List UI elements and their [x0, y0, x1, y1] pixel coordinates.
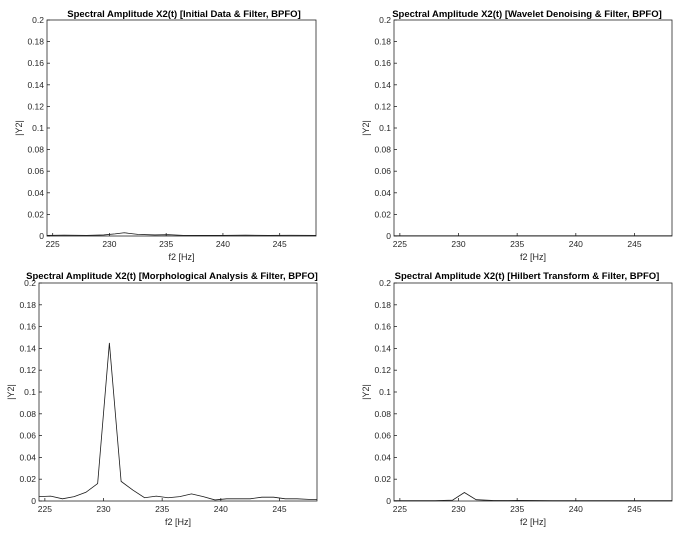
- x-tick-label: 245: [627, 239, 641, 249]
- x-tick-label: 230: [102, 239, 116, 249]
- y-tick-label: 0.14: [19, 343, 36, 353]
- y-tick-label: 0.08: [27, 145, 44, 155]
- y-tick-label: 0.08: [374, 409, 391, 419]
- x-tick-label: 235: [510, 504, 524, 514]
- y-tick-label: 0.18: [374, 37, 391, 47]
- y-tick-label: 0.06: [374, 166, 391, 176]
- x-tick-label: 245: [627, 504, 641, 514]
- y-tick-label: 0.2: [32, 15, 44, 25]
- y-tick-label: 0.12: [27, 101, 44, 111]
- y-tick-label: 0: [39, 231, 44, 241]
- x-axis-label: f2 [Hz]: [520, 517, 546, 527]
- y-tick-label: 0.04: [374, 188, 391, 198]
- y-tick-label: 0.1: [32, 123, 44, 133]
- x-tick-label: 235: [159, 239, 173, 249]
- y-axis-label: |Y2|: [14, 120, 24, 136]
- y-tick-label: 0.1: [379, 387, 391, 397]
- chart-panel-2: 225 230 235 240 245 0 0.02 0.04 0.06 0.08 0.1 0.12 0…: [361, 9, 673, 262]
- y-tick-label: 0.18: [19, 300, 36, 310]
- x-tick-label: 235: [510, 239, 524, 249]
- y-tick-label: 0.2: [379, 278, 391, 288]
- y-axis-label: |Y2|: [6, 384, 16, 400]
- series-line: [46, 232, 317, 236]
- y-tick-label: 0.2: [379, 15, 391, 25]
- y-tick-label: 0.06: [374, 431, 391, 441]
- y-tick-label: 0: [386, 496, 391, 506]
- x-tick-label: 245: [272, 504, 286, 514]
- y-tick-label: 0.06: [27, 166, 44, 176]
- chart-title: Spectral Amplitude X2(t) [Wavelet Denois…: [392, 9, 662, 20]
- x-tick-label: 225: [38, 504, 52, 514]
- x-tick-label: 225: [46, 239, 60, 249]
- chart-panel-1: 225 230 235 240 245 0 0.02 0.04 0.06 0.08 0.1 0.12 0…: [14, 9, 317, 262]
- y-tick-label: 0.18: [27, 37, 44, 47]
- y-tick-label: 0.06: [19, 431, 36, 441]
- chart-title: Spectral Amplitude X2(t) [Hilbert Transf…: [395, 271, 660, 282]
- y-tick-label: 0.02: [27, 209, 44, 219]
- axes-box: [393, 19, 673, 237]
- y-tick-label: 0.12: [374, 365, 391, 375]
- y-tick-label: 0.1: [24, 387, 36, 397]
- y-tick-label: 0.16: [19, 322, 36, 332]
- y-tick-label: 0.1: [379, 123, 391, 133]
- y-tick-label: 0.04: [19, 452, 36, 462]
- x-tick-label: 230: [451, 239, 465, 249]
- chart-title: Spectral Amplitude X2(t) [Initial Data &…: [67, 9, 300, 20]
- chart-title: Spectral Amplitude X2(t) [Morphological …: [26, 271, 318, 282]
- x-tick-label: 240: [214, 504, 228, 514]
- series-line: [394, 492, 672, 502]
- y-tick-label: 0.18: [374, 300, 391, 310]
- x-tick-label: 240: [569, 504, 583, 514]
- chart-panel-4: 225 230 235 240 245 0 0.02 0.04 0.06 0.08 0.1 0.12 0…: [361, 271, 673, 527]
- axes-box: [46, 19, 317, 237]
- x-tick-label: 240: [216, 239, 230, 249]
- y-tick-label: 0.04: [374, 452, 391, 462]
- y-tick-label: 0: [31, 496, 36, 506]
- y-tick-label: 0.12: [374, 101, 391, 111]
- x-tick-label: 225: [393, 504, 407, 514]
- x-tick-label: 240: [569, 239, 583, 249]
- y-tick-label: 0.04: [27, 188, 44, 198]
- x-tick-label: 230: [451, 504, 465, 514]
- x-tick-label: 225: [393, 239, 407, 249]
- y-tick-label: 0.14: [374, 80, 391, 90]
- x-tick-label: 245: [273, 239, 287, 249]
- y-tick-label: 0.08: [374, 145, 391, 155]
- x-tick-label: 230: [96, 504, 110, 514]
- y-tick-label: 0.16: [374, 322, 391, 332]
- axes-box: [393, 282, 673, 502]
- y-tick-label: 0.14: [374, 343, 391, 353]
- y-tick-label: 0.2: [24, 278, 36, 288]
- y-tick-label: 0.12: [19, 365, 36, 375]
- chart-panels: 225 230 235 240 245 0 0.02 0.04 0.06 0.08 0.1 0.12 0…: [6, 9, 673, 527]
- y-tick-label: 0.02: [374, 474, 391, 484]
- y-tick-label: 0.02: [19, 474, 36, 484]
- y-tick-label: 0.08: [19, 409, 36, 419]
- y-tick-label: 0: [386, 231, 391, 241]
- x-tick-label: 235: [155, 504, 169, 514]
- axes-box: [38, 282, 318, 502]
- y-tick-label: 0.14: [27, 80, 44, 90]
- y-tick-label: 0.02: [374, 209, 391, 219]
- y-axis-label: |Y2|: [361, 120, 371, 136]
- y-axis-label: |Y2|: [361, 384, 371, 400]
- y-tick-label: 0.16: [374, 58, 391, 68]
- x-axis-label: f2 [Hz]: [520, 252, 546, 262]
- x-axis-label: f2 [Hz]: [168, 252, 194, 262]
- chart-panel-3: 225 230 235 240 245 0 0.02 0.04 0.06 0.08 0.1 0.12 0…: [6, 271, 318, 527]
- series-line: [38, 342, 317, 501]
- y-tick-label: 0.16: [27, 58, 44, 68]
- x-axis-label: f2 [Hz]: [165, 517, 191, 527]
